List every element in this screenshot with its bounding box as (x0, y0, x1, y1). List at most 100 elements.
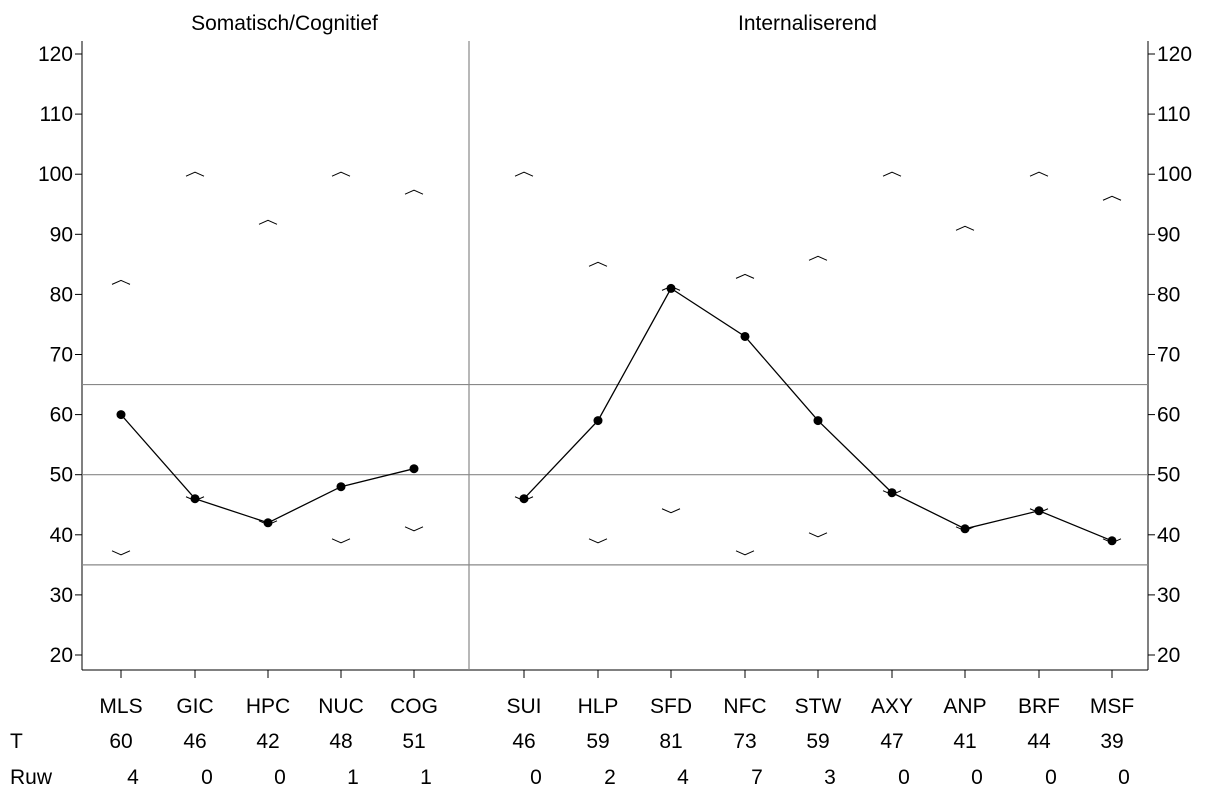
upper-bound-sui (514, 171, 534, 177)
t-value-mls: 60 (109, 730, 132, 753)
y-tick-label-left: 60 (50, 404, 73, 427)
panel-titles: Somatisch/Cognitief Internaliserend (191, 12, 877, 35)
y-tick-label-right: 40 (1157, 524, 1180, 547)
data-point-axy (887, 488, 897, 498)
chart-frame (81, 41, 1149, 671)
data-point-gic (190, 494, 200, 504)
lower-bound-sfd (661, 508, 681, 514)
lower-bound-nfc (735, 550, 755, 556)
raw-value-sui: 0 (530, 766, 542, 787)
y-tick-label-left: 20 (50, 644, 73, 667)
upper-bound-axy (882, 171, 902, 177)
y-tick-label-right: 90 (1157, 223, 1180, 246)
t-value-sui: 46 (512, 730, 535, 753)
data-point-nuc (336, 482, 346, 492)
range-markers (111, 171, 1122, 556)
y-axes: 20 20 30 30 40 40 50 50 60 60 70 70 80 80 90 90 100 100 11… (38, 43, 1192, 678)
raw-value-cog: 1 (420, 766, 432, 787)
t-value-msf: 39 (1100, 730, 1123, 753)
y-tick-label-left: 40 (50, 524, 73, 547)
y-tick-label-left: 120 (38, 43, 73, 66)
raw-value-gic: 0 (201, 766, 213, 787)
raw-value-anp: 0 (971, 766, 983, 787)
category-label-nfc: NFC (723, 695, 766, 718)
upper-bound-brf (1029, 171, 1049, 177)
raw-value-hlp: 2 (604, 766, 616, 787)
profile-line-panel-2 (523, 287, 1113, 542)
reference-lines (82, 383, 1148, 566)
y-tick-label-left: 100 (38, 163, 73, 186)
row-label-t: T (10, 730, 23, 753)
y-tick-label-right: 100 (1157, 163, 1192, 186)
data-point-anp (960, 524, 970, 534)
upper-bound-nuc (331, 171, 351, 177)
y-tick-label-left: 50 (50, 464, 73, 487)
panel-title-internaliserend: Internaliserend (738, 12, 877, 35)
profile-line-panel-1 (120, 414, 415, 524)
t-value-gic: 46 (183, 730, 206, 753)
category-label-mls: MLS (99, 695, 142, 718)
y-tick-label-right: 50 (1157, 464, 1180, 487)
raw-value-brf: 0 (1045, 766, 1057, 787)
t-value-brf: 44 (1027, 730, 1051, 753)
t-value-anp: 41 (953, 730, 976, 753)
raw-value-msf: 0 (1118, 766, 1130, 787)
y-tick-label-right: 70 (1157, 344, 1180, 367)
upper-bound-hlp (588, 261, 608, 267)
category-label-msf: MSF (1090, 695, 1134, 718)
t-value-stw: 59 (806, 730, 829, 753)
category-label-axy: AXY (871, 695, 913, 718)
category-label-sui: SUI (506, 695, 541, 718)
t-value-nuc: 48 (329, 730, 352, 753)
score-table: T Ruw MLS604GIC460HPC420NUC481COG511SUI4… (10, 695, 1134, 787)
raw-value-axy: 0 (898, 766, 910, 787)
upper-bound-nfc (735, 273, 755, 279)
category-label-stw: STW (795, 695, 842, 718)
upper-bound-cog (404, 189, 424, 195)
y-tick-label-left: 90 (50, 223, 73, 246)
row-label-ruw: Ruw (10, 766, 53, 787)
category-label-nuc: NUC (318, 695, 364, 718)
raw-value-hpc: 0 (274, 766, 286, 787)
y-tick-label-left: 80 (50, 283, 73, 306)
raw-value-nuc: 1 (347, 766, 359, 787)
lower-bound-stw (808, 532, 828, 538)
t-value-sfd: 81 (659, 730, 682, 753)
raw-value-sfd: 4 (677, 766, 689, 787)
t-value-nfc: 73 (733, 730, 756, 753)
t-value-axy: 47 (880, 730, 903, 753)
y-tick-label-right: 20 (1157, 644, 1180, 667)
data-point-brf (1034, 506, 1044, 516)
category-label-cog: COG (390, 695, 438, 718)
category-label-anp: ANP (943, 695, 986, 718)
data-point-mls (116, 410, 126, 420)
lower-bound-cog (404, 526, 424, 532)
lower-bound-mls (111, 550, 131, 556)
t-value-hlp: 59 (586, 730, 609, 753)
raw-value-nfc: 7 (751, 766, 763, 787)
y-tick-label-left: 70 (50, 344, 73, 367)
data-point-msf (1107, 536, 1117, 546)
lower-bound-hlp (588, 538, 608, 544)
y-tick-label-right: 110 (1157, 103, 1190, 126)
data-point-cog (409, 464, 419, 474)
upper-bound-anp (955, 225, 975, 231)
raw-value-mls: 4 (127, 766, 139, 787)
y-tick-label-right: 30 (1157, 584, 1180, 607)
upper-bound-msf (1102, 195, 1122, 201)
raw-value-stw: 3 (824, 766, 836, 787)
category-label-brf: BRF (1018, 695, 1060, 718)
upper-bound-stw (808, 255, 828, 261)
data-point-hpc (263, 518, 273, 528)
panel-title-somatisch: Somatisch/Cognitief (191, 12, 378, 35)
y-tick-label-left: 30 (50, 584, 73, 607)
data-point-nfc (740, 331, 750, 341)
t-value-hpc: 42 (256, 730, 279, 753)
y-tick-label-right: 60 (1157, 404, 1180, 427)
upper-bound-mls (111, 279, 131, 285)
y-tick-label-right: 120 (1157, 43, 1192, 66)
category-label-gic: GIC (176, 695, 213, 718)
t-value-cog: 51 (402, 730, 425, 753)
category-label-hlp: HLP (578, 695, 619, 718)
